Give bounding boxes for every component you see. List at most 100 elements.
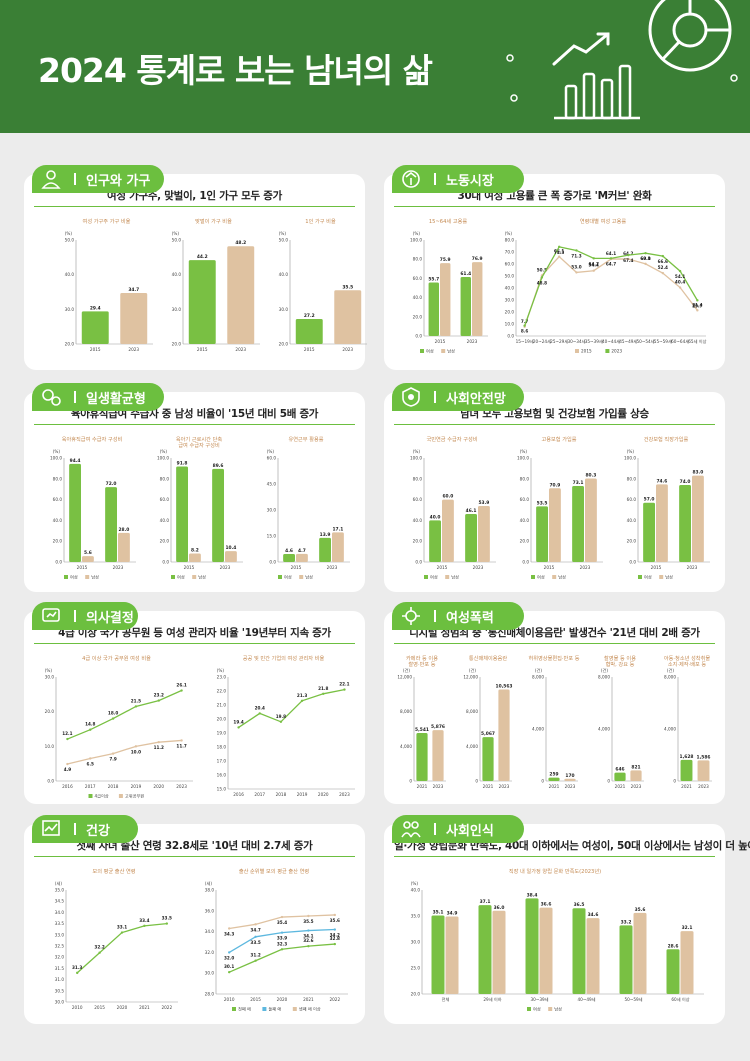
data-point	[627, 253, 630, 257]
data-point	[180, 689, 183, 692]
data-label: 10.0	[131, 749, 141, 754]
chart-title: 촬영물 등 이용	[604, 654, 636, 662]
x-tick-label: 29세 이하	[483, 996, 501, 1003]
data-label: 74.0	[680, 479, 691, 485]
data-point	[180, 739, 183, 742]
bar	[440, 263, 451, 336]
legend-label: 4급이상	[95, 793, 109, 800]
chart-2: 1인 가구 비율 (%) 20.0 30.0 40.0 50.0 2015 2023 27.2 3…	[279, 217, 367, 352]
y-tick-label: 4,000	[466, 744, 478, 749]
chart-title: 건강보험 직장가입률	[644, 435, 689, 443]
bar	[431, 915, 445, 994]
data-point	[592, 257, 595, 260]
data-label: 33.9	[277, 936, 287, 941]
legend-swatch	[262, 1007, 267, 1011]
y-tick-label: 32.5	[55, 944, 65, 949]
data-label: 94.4	[70, 458, 81, 464]
chart-12: 공공 및 민간 기업의 여성 관리자 비율 (%) 15.0 16.0 17.0 18.0…	[217, 654, 355, 797]
card-subtitle: 육아휴직급여 수급자 중 남성 비율이 '15년 대비 5배 증가	[70, 408, 319, 420]
chart-20: 직장 내 일가정 양립 문화 만족도(2023년) (%) 20.0 25.0 30.0…	[411, 867, 704, 1013]
x-tick-label: 2017	[254, 792, 265, 797]
data-label: 35.5	[303, 919, 313, 924]
legend-swatch	[575, 349, 579, 353]
legend-swatch	[527, 1007, 531, 1011]
data-label: 66.6	[658, 259, 668, 264]
y-tick-label: 60.0	[267, 456, 277, 461]
x-tick-label: 2015	[94, 1005, 105, 1010]
data-label: 11.2	[154, 745, 164, 750]
y-tick-label: 30.0	[172, 307, 182, 312]
y-tick-label: 0.0	[162, 560, 169, 565]
y-tick-label: 40.0	[160, 518, 170, 523]
data-label: 11.7	[176, 743, 186, 748]
y-tick-label: 10.0	[45, 744, 55, 749]
data-label: 35.4	[277, 920, 287, 925]
section-tab-label: 일생활균형	[86, 391, 146, 407]
data-label: 60.1	[640, 256, 650, 261]
bar	[692, 475, 704, 562]
data-label: 74.3	[554, 250, 564, 255]
data-label: 28.0	[119, 527, 130, 533]
bar	[295, 319, 323, 344]
x-tick-label: 2023	[687, 565, 698, 570]
tab-separator	[74, 823, 76, 835]
y-tick-label: 50.0	[279, 238, 289, 243]
data-label: 46.1	[466, 508, 477, 514]
x-tick-label: 전체	[442, 996, 450, 1003]
y-unit: (세)	[205, 880, 212, 887]
y-tick-label: 30.5	[55, 988, 65, 993]
y-tick-label: 0	[475, 779, 478, 784]
data-point	[575, 271, 578, 274]
y-tick-label: 40.0	[172, 272, 182, 277]
x-tick-label: 2015	[437, 565, 448, 570]
chart-title: 연령대별 여성 고용률	[580, 217, 626, 225]
data-label: 53.9	[479, 500, 490, 506]
data-point	[557, 255, 561, 258]
people-icon	[400, 818, 422, 840]
x-tick-label: 2023	[580, 565, 591, 570]
x-tick-label: 2023	[128, 347, 139, 352]
card-subtitle: 4급 이상 국가 공무원 등 여성 관리자 비율 '19년부터 지속 증가	[58, 627, 331, 639]
data-label: 74.6	[657, 478, 668, 484]
bar	[619, 925, 633, 994]
x-tick-label: 2015	[544, 565, 555, 570]
chart-title: 출산 순위별 모의 평균 출산 연령	[239, 867, 310, 875]
legend-swatch	[424, 575, 428, 579]
y-unit: (%)	[520, 449, 528, 454]
y-tick-label: 4,000	[664, 727, 676, 732]
data-label: 40.4	[675, 280, 685, 285]
legend-label: 여성	[284, 574, 292, 581]
bar	[69, 463, 81, 562]
legend-label: 셋째 애 이상	[299, 1006, 321, 1013]
data-label: 21.3	[297, 693, 307, 698]
chart-title: 직장 내 일가정 양립 문화 만족도(2023년)	[509, 867, 601, 875]
data-label: 4.9	[64, 767, 72, 772]
data-point	[258, 712, 261, 715]
data-label: 64.7	[589, 261, 599, 266]
data-label: 72.0	[106, 481, 117, 487]
x-tick-label: 2023	[176, 784, 187, 789]
data-label: 76.9	[472, 256, 483, 262]
data-label: 48.8	[537, 280, 547, 285]
data-point	[333, 928, 336, 931]
x-tick-label: 2020	[117, 1005, 128, 1010]
data-point	[333, 913, 336, 917]
data-point	[66, 737, 69, 741]
y-tick-label: 36.0	[205, 908, 215, 913]
y-tick-label: 20.0	[160, 539, 170, 544]
legend-label: 여성	[426, 348, 434, 355]
bar	[334, 290, 362, 344]
card-subtitle: 30대 여성 고용률 큰 폭 증가로 'M커브' 완화	[457, 190, 652, 202]
legend-swatch	[659, 575, 664, 579]
y-unit: (%)	[45, 668, 53, 673]
data-label: 48.2	[235, 240, 246, 246]
data-label: 64.2	[623, 251, 633, 256]
data-label: 33.1	[117, 925, 127, 930]
data-label: 5.6	[84, 550, 92, 556]
data-point	[678, 286, 682, 289]
x-tick-label: 45~49세	[619, 338, 637, 345]
bar	[296, 553, 308, 562]
x-tick-label: 2023	[327, 565, 338, 570]
bar	[656, 484, 668, 562]
section-tab-label: 사회인식	[446, 823, 494, 839]
